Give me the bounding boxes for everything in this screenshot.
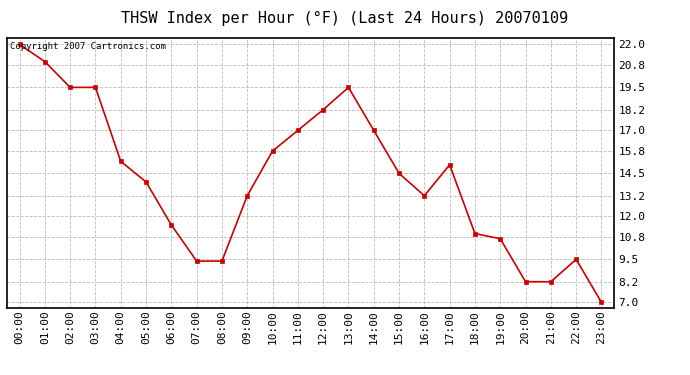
Text: THSW Index per Hour (°F) (Last 24 Hours) 20070109: THSW Index per Hour (°F) (Last 24 Hours)… — [121, 11, 569, 26]
Text: Copyright 2007 Cartronics.com: Copyright 2007 Cartronics.com — [10, 42, 166, 51]
